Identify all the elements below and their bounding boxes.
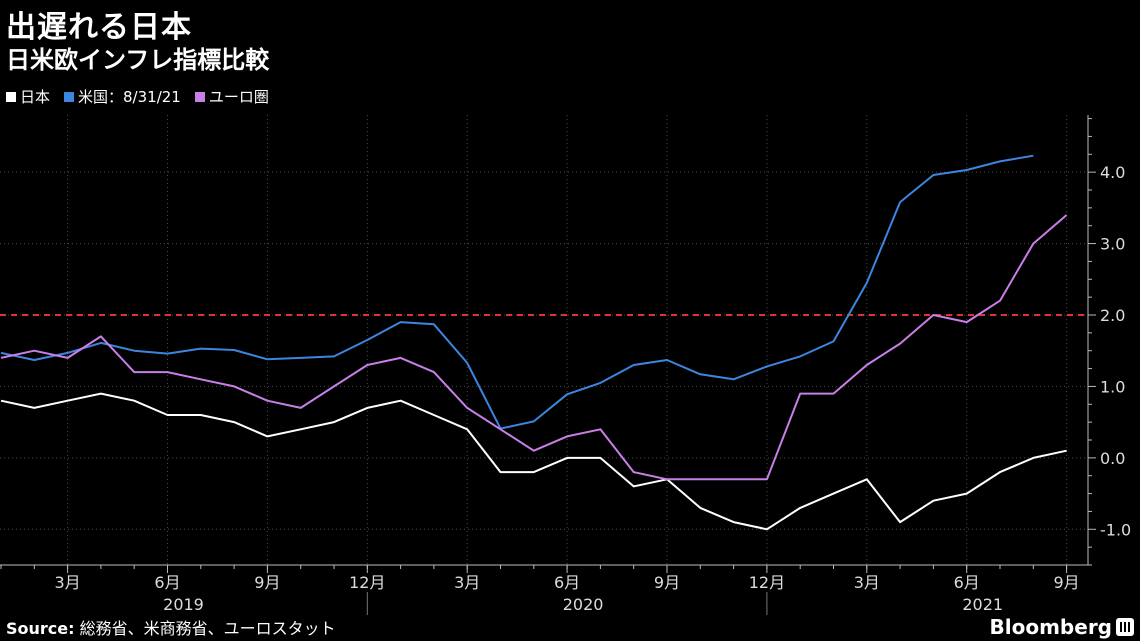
legend-swatch-euro (194, 91, 205, 102)
brand-name: Bloomberg (989, 615, 1112, 639)
x-tick-label: 12月 (749, 573, 785, 592)
chart-subtitle: 日米欧インフレ指標比較 (6, 46, 270, 74)
y-tick-label: 4.0 (1100, 163, 1125, 182)
legend-label-us: 米国：8/31/21 (78, 88, 181, 106)
brand-logo: Bloomberg (990, 615, 1134, 639)
legend-item-us: 米国：8/31/21 (64, 86, 181, 107)
x-tick-label: 9月 (654, 573, 680, 592)
legend-item-euro: ユーロ圏 (194, 86, 269, 107)
legend-label-euro: ユーロ圏 (208, 88, 269, 106)
legend-label-japan: 日本 (20, 88, 51, 106)
x-tick-label: 6月 (154, 573, 180, 592)
legend-item-japan: 日本 (6, 86, 50, 107)
series-line-euro (0, 214, 1068, 481)
year-label: 2020 (563, 595, 604, 614)
x-tick-label: 3月 (854, 573, 880, 592)
x-tick-label: 9月 (1054, 573, 1080, 592)
year-label: 2019 (163, 595, 204, 614)
y-tick-label: -1.0 (1100, 520, 1131, 539)
series-line-japan (0, 392, 1067, 531)
source-text: 総務省、米商務省、ユーロスタット (79, 619, 336, 638)
legend-swatch-japan (6, 91, 16, 102)
source-note: Source: 総務省、米商務省、ユーロスタット (6, 615, 336, 639)
x-tick-label: 12月 (349, 573, 385, 592)
series-line-us (0, 154, 1034, 430)
x-tick-label: 3月 (55, 573, 81, 592)
source-label: Source: (6, 619, 75, 638)
x-tick-label: 6月 (554, 573, 580, 592)
x-tick-label: 9月 (254, 573, 280, 592)
year-label: 2021 (962, 595, 1003, 614)
x-tick-label: 3月 (454, 573, 480, 592)
y-tick-label: 3.0 (1100, 235, 1125, 254)
chart-title: 出遅れる日本 (6, 10, 192, 45)
y-tick-label: 2.0 (1100, 306, 1125, 325)
legend-swatch-us (64, 91, 75, 102)
x-tick-label: 6月 (954, 573, 980, 592)
legend: 日本 米国：8/31/21 ユーロ圏 (6, 86, 269, 107)
bloomberg-icon (1116, 618, 1134, 636)
y-tick-label: 1.0 (1100, 377, 1125, 396)
y-tick-label: 0.0 (1100, 449, 1125, 468)
